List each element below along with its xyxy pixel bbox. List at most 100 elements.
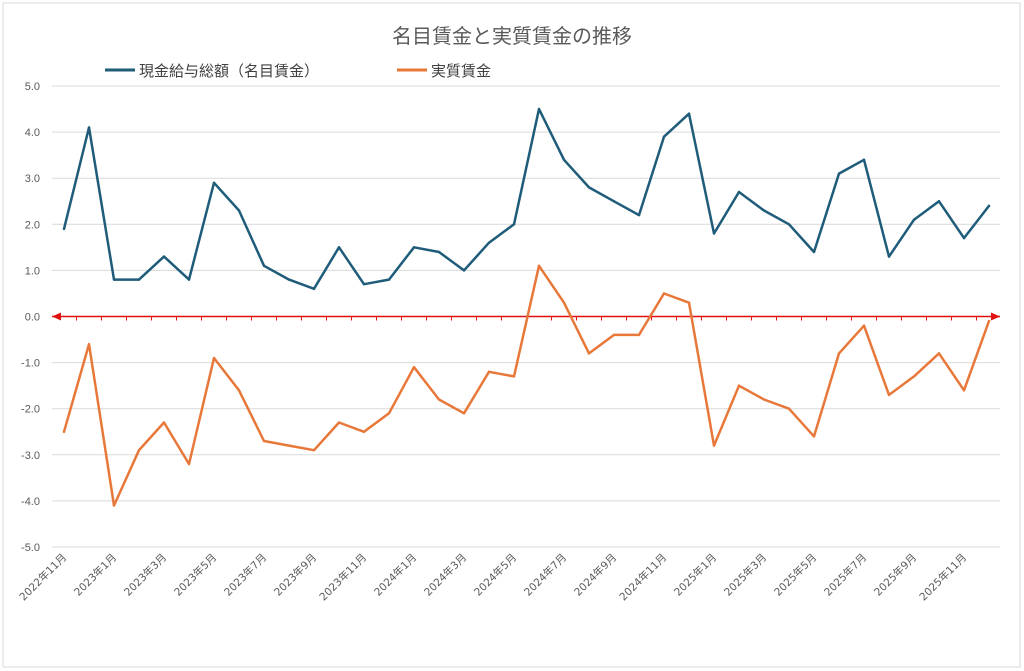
gridlines — [52, 85, 1000, 548]
y-tick-label: 0.0 — [25, 312, 40, 324]
y-tick-label: -2.0 — [21, 404, 40, 416]
data-point — [312, 287, 316, 291]
data-point — [437, 398, 441, 401]
data-point — [187, 462, 191, 466]
data-point — [587, 352, 591, 355]
series-points-nominal-wage — [62, 107, 991, 291]
data-point — [662, 135, 666, 138]
data-point — [487, 370, 491, 374]
y-tick-label: -1.0 — [21, 358, 40, 370]
data-point — [87, 126, 91, 129]
data-point — [237, 389, 241, 392]
data-point — [587, 186, 591, 189]
y-axis-ticks: 5.0 4.0 3.0 2.0 1.0 0.0 -1.0 -2.0 -3.0 -4.0 -5.0 — [21, 81, 40, 554]
data-point — [362, 430, 366, 433]
legend-label-nominal: 現金給与総額（名目賃金） — [139, 62, 319, 80]
series-layer — [62, 107, 991, 507]
data-point — [512, 375, 516, 378]
data-point — [862, 324, 866, 327]
data-point — [387, 278, 391, 281]
data-point — [637, 213, 641, 217]
data-point — [912, 375, 916, 378]
data-point — [162, 255, 166, 258]
data-point — [862, 158, 866, 161]
data-point — [262, 439, 266, 443]
data-point — [812, 435, 816, 438]
data-point — [462, 412, 466, 415]
data-point — [887, 255, 891, 258]
data-point — [62, 227, 66, 231]
data-point — [987, 319, 991, 323]
y-tick-label: 4.0 — [25, 127, 40, 139]
data-point — [562, 301, 566, 304]
data-point — [512, 223, 516, 226]
data-point — [387, 412, 391, 415]
y-tick-label: 2.0 — [25, 219, 40, 231]
data-point — [987, 204, 991, 208]
data-point — [912, 218, 916, 221]
data-point — [287, 278, 291, 281]
data-point — [637, 333, 641, 337]
data-point — [537, 107, 541, 111]
chart-title: 名目賃金と実質賃金の推移 — [392, 24, 632, 48]
data-point — [212, 356, 216, 360]
data-point — [787, 223, 791, 226]
data-point — [612, 333, 616, 337]
data-point — [487, 241, 491, 244]
data-point — [437, 250, 441, 254]
data-point — [887, 393, 891, 397]
data-point — [337, 246, 341, 249]
y-tick-label: 1.0 — [25, 265, 40, 277]
data-point — [462, 269, 466, 272]
y-tick-label: 3.0 — [25, 173, 40, 185]
data-point — [662, 292, 666, 295]
zero-axis-arrow-left — [52, 312, 61, 321]
series-line-real-wage — [62, 264, 991, 507]
legend-label-real: 実質賃金 — [431, 62, 491, 80]
data-point — [837, 172, 841, 175]
data-point — [337, 421, 341, 424]
series-points-real-wage — [62, 264, 991, 507]
y-tick-label: 5.0 — [25, 81, 40, 93]
data-point — [537, 264, 541, 267]
data-point — [312, 448, 316, 452]
data-point — [162, 421, 166, 424]
data-point — [562, 158, 566, 161]
data-point — [812, 250, 816, 254]
data-point — [737, 384, 741, 387]
data-point — [612, 200, 616, 203]
data-point — [112, 504, 116, 507]
data-point — [762, 398, 766, 401]
data-point — [687, 112, 691, 115]
data-point — [962, 389, 966, 392]
data-point — [137, 278, 141, 281]
data-point — [412, 246, 416, 249]
y-tick-label: -4.0 — [21, 496, 40, 508]
data-point — [762, 209, 766, 212]
data-point — [362, 283, 366, 286]
data-point — [962, 236, 966, 240]
data-point — [287, 444, 291, 447]
data-point — [62, 430, 66, 433]
data-point — [87, 342, 91, 346]
data-point — [237, 209, 241, 212]
data-point — [262, 264, 266, 267]
data-point — [687, 301, 691, 304]
data-point — [937, 200, 941, 203]
data-point — [712, 444, 716, 447]
legend: 現金給与総額（名目賃金） 実質賃金 — [105, 62, 491, 80]
data-point — [112, 278, 116, 281]
data-point — [787, 407, 791, 410]
data-point — [737, 190, 741, 194]
data-point — [937, 352, 941, 355]
data-point — [837, 352, 841, 355]
series-line-nominal-wage — [62, 107, 991, 291]
zero-axis-arrow-right — [991, 312, 1000, 321]
data-point — [212, 181, 216, 185]
data-point — [412, 366, 416, 369]
data-point — [187, 278, 191, 281]
data-point — [137, 448, 141, 452]
